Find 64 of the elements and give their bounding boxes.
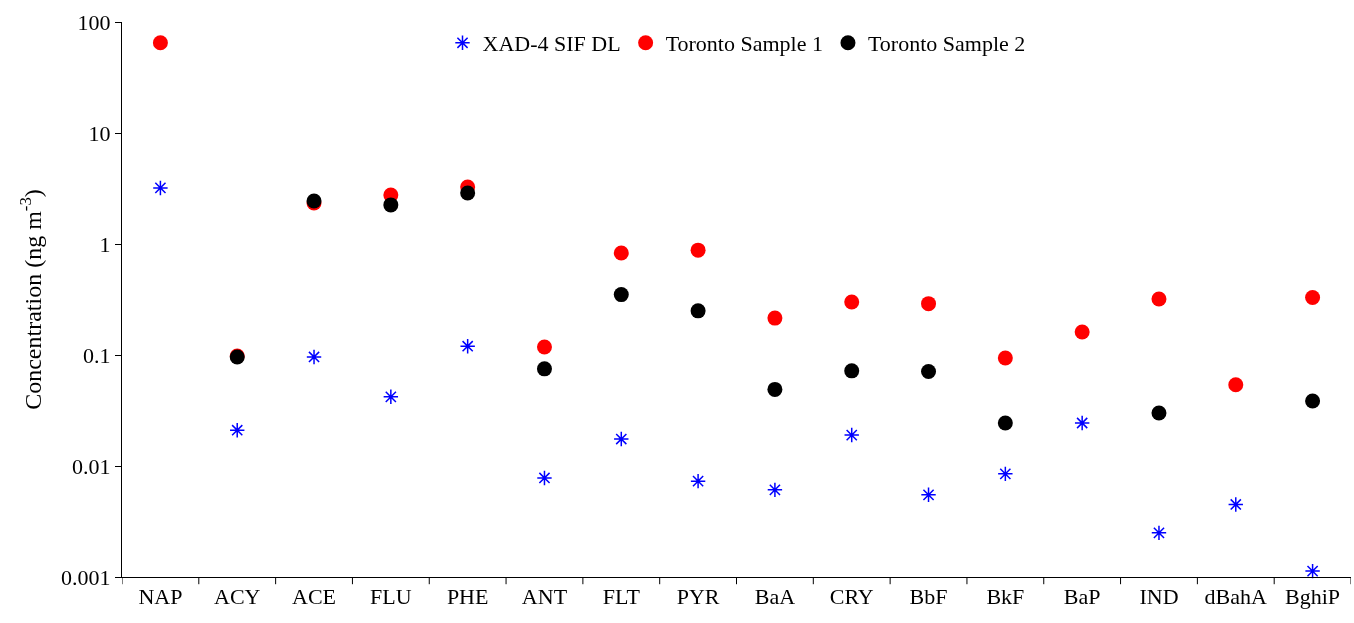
point (1151, 291, 1167, 307)
point (766, 481, 783, 498)
x-tick-label: BkF (986, 584, 1025, 610)
y-tick-label: 0.001 (61, 564, 111, 590)
point (536, 361, 552, 377)
point (613, 431, 630, 447)
point (613, 245, 629, 261)
y-tick-label: 0.1 (83, 342, 111, 368)
point (921, 296, 937, 312)
point (1305, 393, 1321, 409)
legend-label: Toronto Sample 1 (665, 31, 823, 57)
point (767, 381, 783, 397)
point (767, 310, 783, 326)
point (536, 470, 553, 486)
point (1151, 524, 1167, 541)
point (921, 364, 937, 379)
point (229, 422, 246, 439)
point (1227, 496, 1244, 513)
point (690, 473, 707, 490)
point (460, 185, 476, 201)
point (383, 197, 399, 213)
point (382, 388, 399, 405)
y-tick-label: 1 (99, 231, 111, 257)
x-tick-label: ACE (292, 584, 337, 610)
point (1304, 563, 1321, 580)
x-tick-label: PHE (446, 584, 489, 610)
point (1151, 405, 1167, 421)
point (843, 427, 860, 444)
x-tick-label: BaP (1063, 584, 1101, 610)
point (1074, 415, 1091, 431)
x-tick-label: NAP (138, 584, 183, 610)
point (613, 287, 629, 303)
point (306, 349, 322, 365)
point (690, 242, 706, 258)
point (997, 350, 1013, 366)
x-tick-label: PYR (676, 584, 720, 610)
point (1305, 289, 1321, 305)
point (1074, 324, 1090, 340)
point (152, 35, 168, 51)
x-tick-label: ACY (213, 584, 261, 610)
y-tick-label: 0.01 (72, 453, 111, 479)
x-tick-label: IND (1139, 584, 1179, 610)
point (536, 339, 552, 355)
point (690, 303, 706, 319)
legend-label: Toronto Sample 2 (867, 31, 1026, 57)
y-tick-label: 10 (88, 120, 111, 146)
point (920, 486, 937, 503)
point (997, 465, 1014, 482)
point (844, 363, 860, 379)
point (152, 179, 169, 196)
x-tick-label: dBahA (1204, 584, 1268, 610)
point (844, 294, 860, 310)
x-tick-label: BbF (909, 584, 948, 610)
point (459, 338, 476, 355)
x-tick-label: CRY (829, 584, 874, 610)
y-tick-label: 100 (77, 9, 111, 35)
x-tick-label: FLU (370, 584, 412, 610)
point (1228, 377, 1244, 393)
x-tick-label: BaA (754, 584, 796, 610)
x-tick-label: BghiP (1285, 584, 1341, 610)
x-tick-label: ANT (521, 584, 568, 610)
legend-label: XAD-4 SIF DL (482, 31, 621, 57)
point (997, 415, 1013, 431)
x-tick-label: FLT (602, 584, 641, 610)
